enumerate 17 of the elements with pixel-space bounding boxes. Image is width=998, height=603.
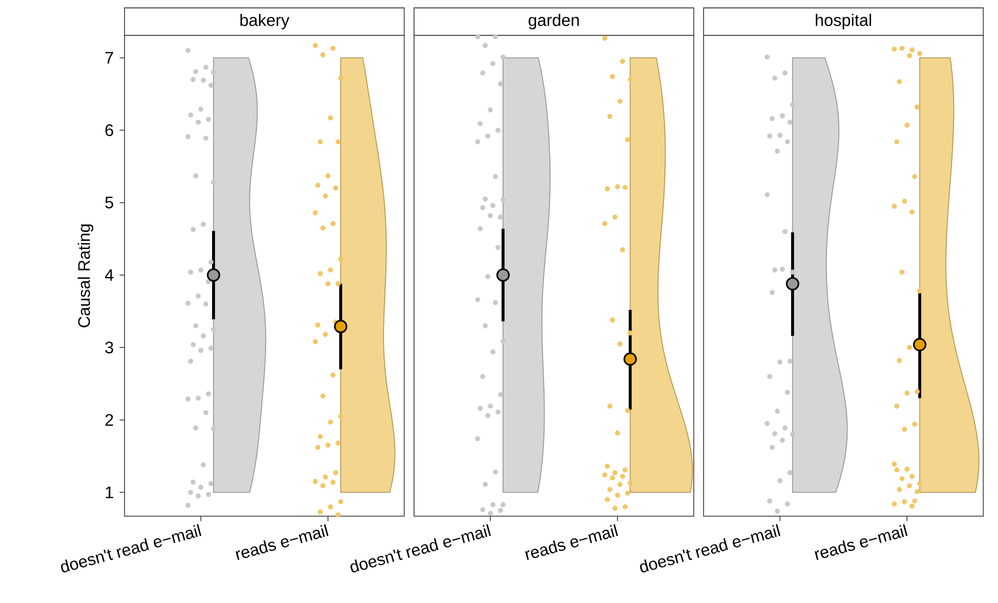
y-axis-title: Causal Rating — [78, 224, 94, 328]
y-tick-label: 3 — [105, 342, 114, 354]
chart-title: garden — [528, 14, 579, 30]
x-tick-label: doesn't read e−mail — [350, 524, 491, 573]
y-tick-label: 5 — [105, 197, 114, 209]
y-tick-label: 4 — [104, 270, 114, 281]
chart-title: bakery — [240, 14, 290, 30]
x-tick-label: doesn't read e−mail — [61, 524, 202, 573]
x-tick-label: reads e−mail — [525, 524, 618, 560]
x-tick-label: reads e−mail — [814, 524, 908, 560]
y-tick-label: 2 — [105, 414, 114, 426]
chart-title: hospital — [816, 14, 872, 30]
y-tick-label: 7 — [105, 52, 114, 64]
y-tick-label: 6 — [105, 124, 114, 136]
x-tick-label: reads e−mail — [236, 524, 328, 560]
x-tick-label: doesn't read e−mail — [640, 524, 780, 573]
y-tick-label: 1 — [106, 486, 114, 498]
